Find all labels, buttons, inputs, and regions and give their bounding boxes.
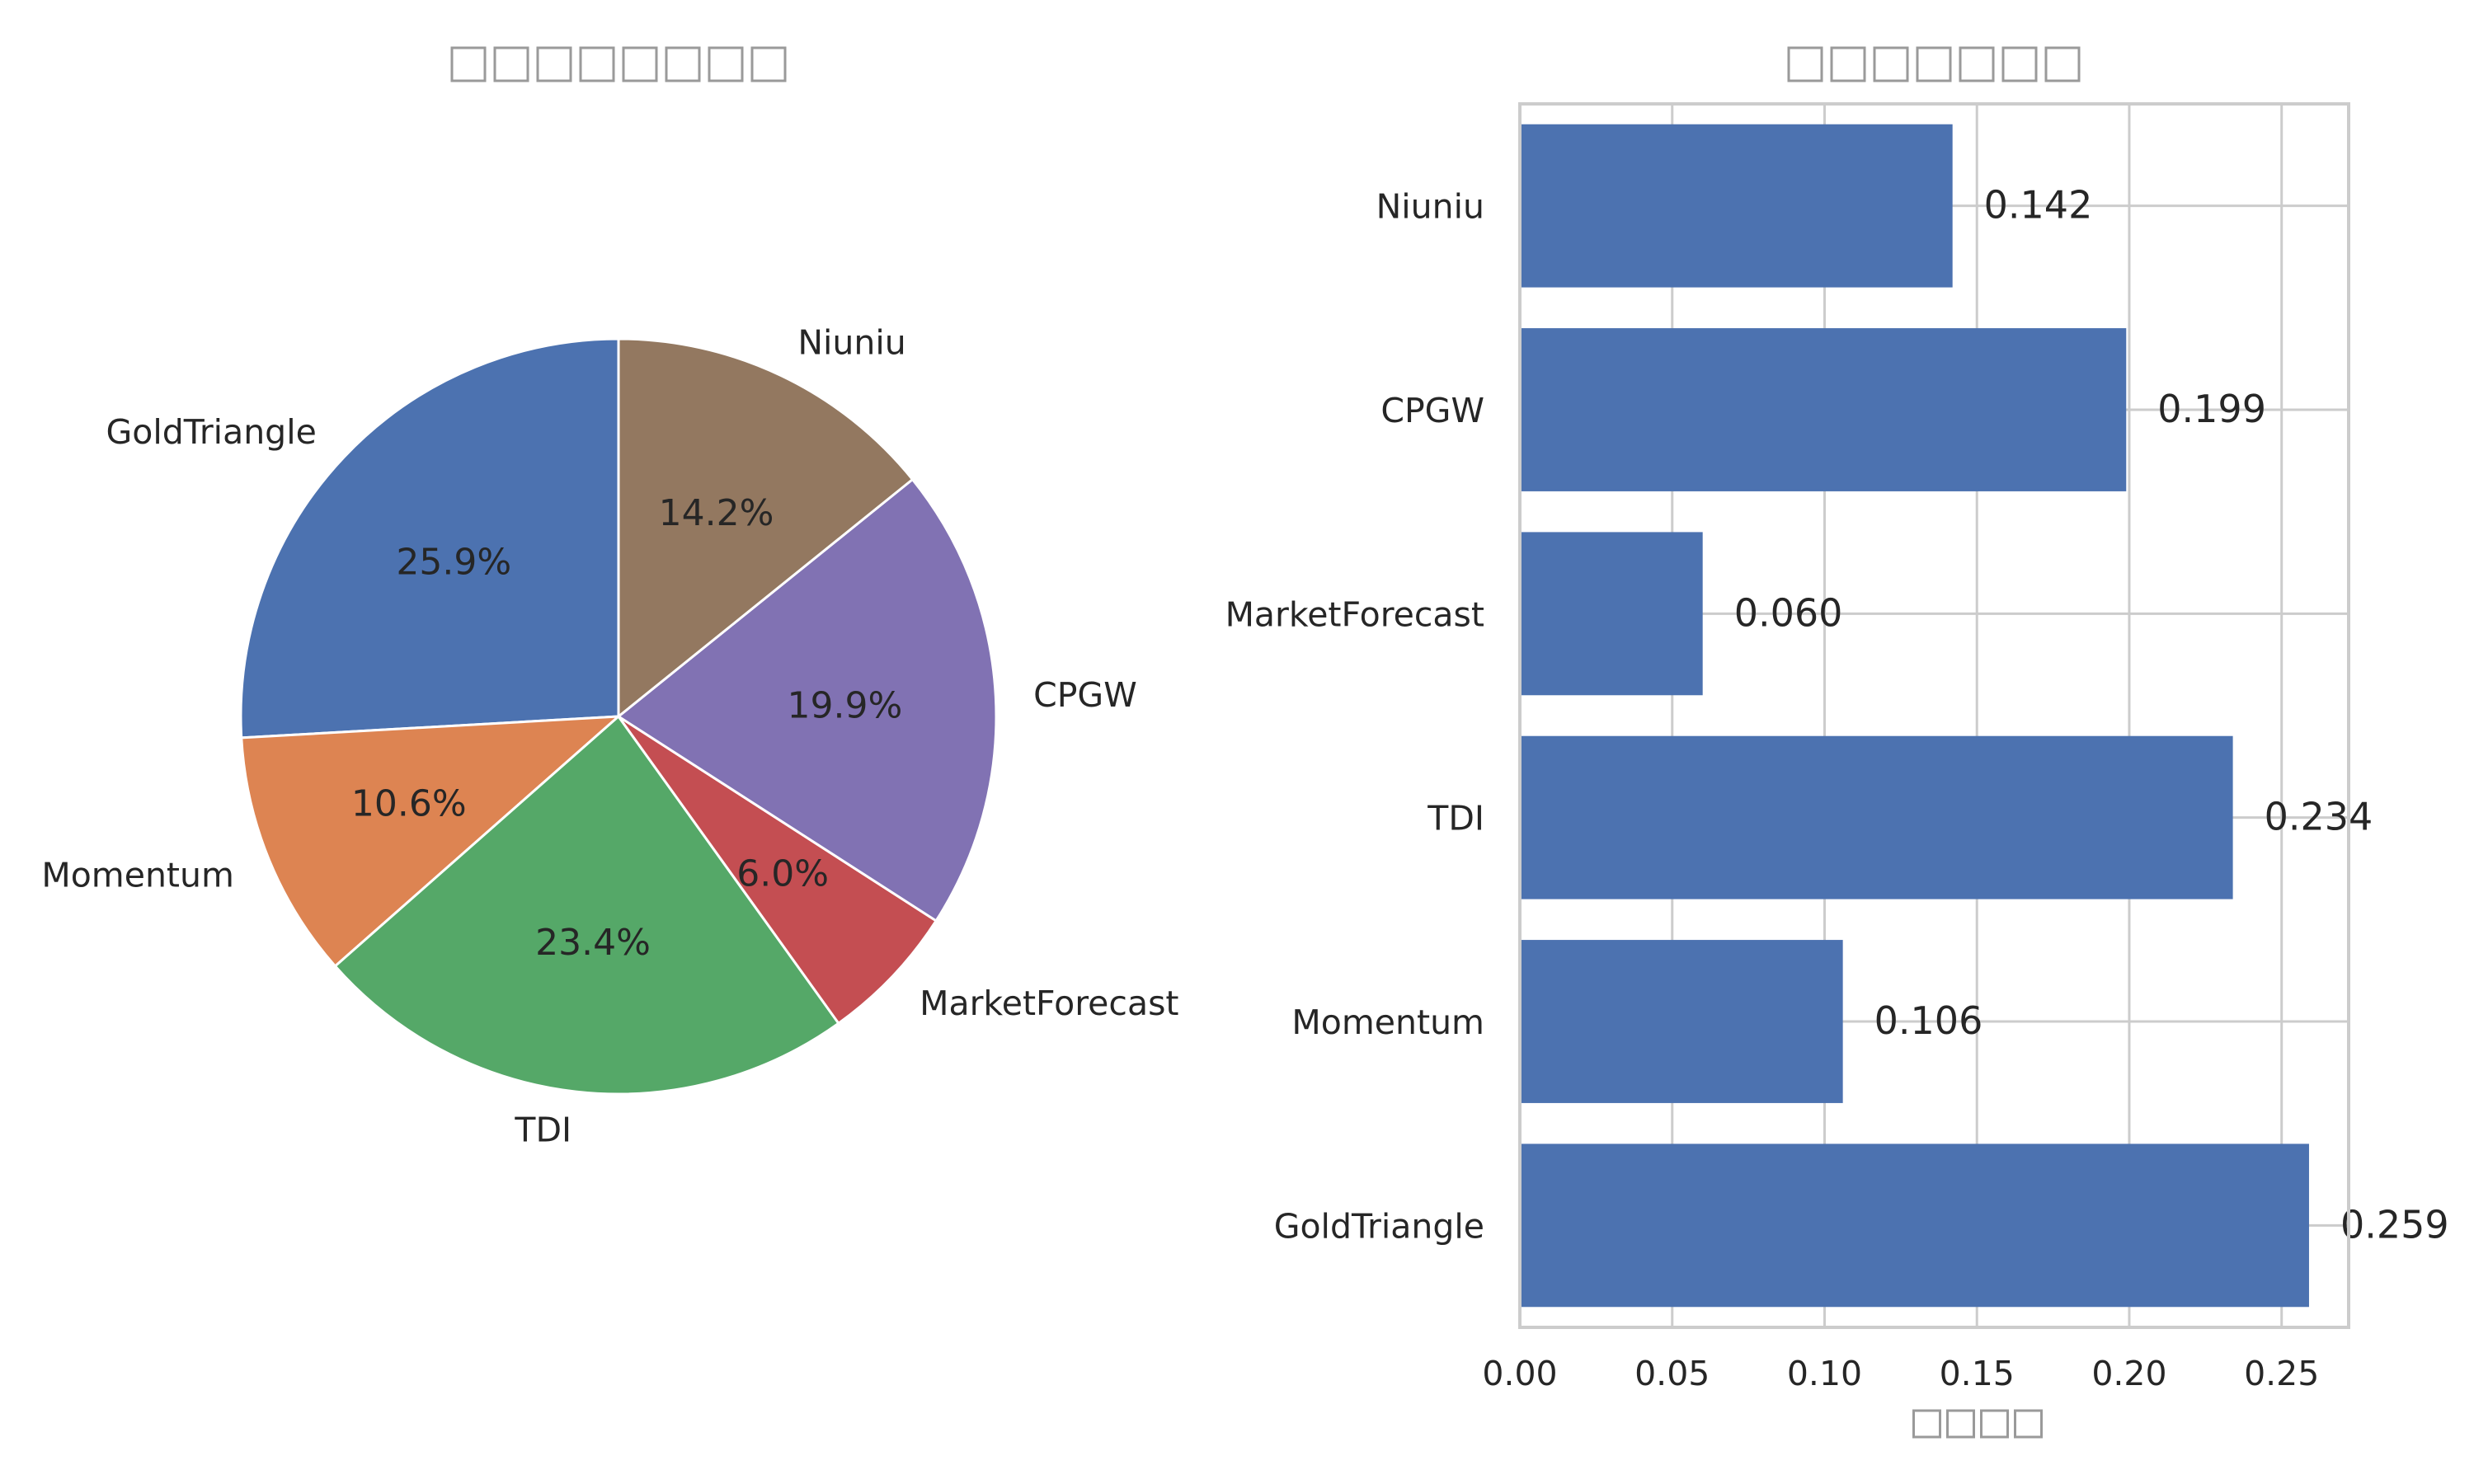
pie-chart: □□□□□□□□ GoldTriangle 25.9% Momentum 10.6% T… [41, 46, 1179, 1150]
bar-xlabel-glyph-box [1912, 1409, 1941, 1439]
bar-value-label-niuniu: 0.142 [1984, 183, 2093, 228]
bar-goldtriangle [1520, 1144, 2309, 1308]
bar-ticks: 0.00 0.05 0.10 0.15 0.20 0.25 GoldTriangle Mome… [1225, 187, 2320, 1393]
pie-pct-cpgw: 19.9% [788, 684, 903, 726]
pie-pct-marketforecast: 6.0% [736, 852, 829, 895]
bar-xlabel-text: □□□□ [1928, 1412, 2028, 1444]
y-tick-label-tdi: TDI [1427, 799, 1484, 838]
bar-title-glyph-box [1830, 46, 1866, 82]
bar-marketforecast [1520, 532, 1703, 696]
pie-title-glyph-box [622, 46, 658, 82]
plot-frame [1518, 102, 2350, 1329]
bar-niuniu [1520, 124, 1953, 288]
y-tick-label-niuniu: Niuniu [1376, 187, 1484, 227]
bar-title-glyph-box [1873, 46, 1909, 82]
pie-labels: GoldTriangle 25.9% Momentum 10.6% TDI 23.4% Ma… [41, 323, 1178, 1150]
bar-title-text: □□□□□□□ [1825, 51, 2044, 89]
y-tick-label-momentum: Momentum [1291, 1003, 1484, 1042]
x-tick-label: 0.20 [2091, 1354, 2166, 1393]
pie-title-glyph-box [708, 46, 744, 82]
pie-title-glyph-box [579, 46, 615, 82]
pie-pct-tdi: 23.4% [535, 922, 651, 964]
x-tick-label: 0.00 [1482, 1354, 1557, 1393]
pie-slice-cpgw [617, 478, 998, 923]
pie-pct-niuniu: 14.2% [659, 492, 774, 534]
bar-title-glyph-box [1916, 46, 1952, 82]
bar-title-glyph-box [2001, 46, 2038, 82]
pie-label-marketforecast: MarketForecast [920, 984, 1178, 1023]
bar-chart: □□□□□□□ 0.259 0.106 0.234 0.060 0.199 0.142 0… [1225, 46, 2449, 1444]
x-tick-label: 0.25 [2244, 1354, 2319, 1393]
bar-value-label-goldtriangle: 0.259 [2340, 1202, 2449, 1247]
x-tick-label: 0.05 [1634, 1354, 1710, 1393]
pie-title-glyph-box [536, 46, 572, 82]
bar-bars: 0.259 0.106 0.234 0.060 0.199 0.142 [1520, 124, 2449, 1308]
pie-label-momentum: Momentum [41, 855, 234, 895]
bar-value-label-cpgw: 0.199 [2157, 387, 2266, 431]
bar-frame [1518, 102, 2350, 1329]
pie-pct-goldtriangle: 25.9% [396, 541, 511, 583]
pie-slices [239, 337, 998, 1096]
pie-label-tdi: TDI [514, 1111, 571, 1150]
y-tick-label-cpgw: CPGW [1380, 391, 1484, 430]
bar-tdi [1520, 735, 2233, 899]
pie-title-glyph-box [750, 46, 787, 82]
pie-slice-tdi [333, 715, 840, 1096]
pie-slice-niuniu [617, 337, 915, 718]
bar-title-glyph-box [2044, 46, 2081, 82]
bar-title-glyph-box [1787, 46, 1823, 82]
bar-value-label-tdi: 0.234 [2265, 795, 2373, 839]
bar-xlabel-glyph-box [1980, 1409, 2009, 1439]
x-tick-label: 0.15 [1940, 1354, 2015, 1393]
pie-slice-marketforecast [617, 715, 938, 1025]
pie-label-goldtriangle: GoldTriangle [106, 412, 317, 452]
pie-title-glyph-box [665, 46, 701, 82]
pie-label-cpgw: CPGW [1033, 675, 1137, 715]
pie-chart-title: □□□□□□□□ [450, 46, 787, 89]
bar-xlabel-glyph-box [1946, 1409, 1975, 1439]
bar-cpgw [1520, 328, 2127, 491]
bar-value-label-momentum: 0.106 [1874, 998, 1983, 1043]
bar-momentum [1520, 940, 1843, 1103]
y-tick-label-marketforecast: MarketForecast [1225, 594, 1484, 634]
bar-x-axis-label: □□□□ [1912, 1409, 2043, 1444]
pie-title-text: □□□□□□□□ [494, 51, 743, 89]
bar-value-label-marketforecast: 0.060 [1734, 590, 1843, 635]
pie-title-glyph-box [493, 46, 529, 82]
bar-xlabel-glyph-box [2014, 1409, 2043, 1439]
pie-slice-momentum [240, 715, 620, 968]
pie-label-niuniu: Niuniu [797, 323, 905, 363]
pie-slice-goldtriangle [239, 337, 620, 740]
bar-title-glyph-box [1959, 46, 1995, 82]
pie-title-glyph-box [450, 46, 487, 82]
pie-pct-momentum: 10.6% [351, 782, 467, 824]
y-tick-label-goldtriangle: GoldTriangle [1274, 1206, 1484, 1246]
bar-chart-title: □□□□□□□ [1787, 46, 2081, 89]
x-tick-label: 0.10 [1787, 1354, 1862, 1393]
